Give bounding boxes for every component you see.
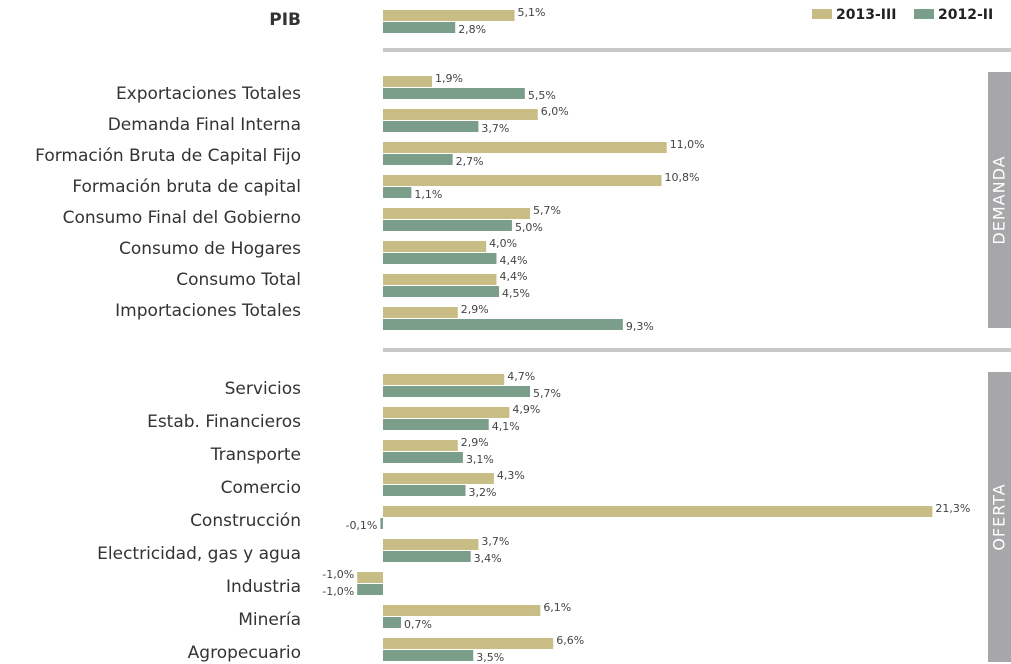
category-label: Formación bruta de capital	[72, 177, 301, 197]
legend-swatch	[914, 9, 934, 19]
category-label: Construcción	[190, 511, 301, 531]
value-label: 11,0%	[670, 138, 705, 151]
section-box	[988, 72, 1011, 328]
value-label: 4,4%	[499, 254, 527, 267]
bar	[382, 638, 554, 649]
bar	[382, 175, 662, 186]
bar	[382, 650, 474, 661]
bar	[382, 617, 402, 628]
value-label: -0,1%	[345, 519, 377, 532]
value-label: 6,1%	[543, 601, 571, 614]
category-label: Consumo Total	[176, 270, 301, 290]
value-label: 3,1%	[466, 453, 494, 466]
value-label: 5,1%	[518, 6, 546, 19]
bar	[382, 506, 933, 517]
legend-label: 2013-III	[836, 7, 896, 23]
category-label: Importaciones Totales	[115, 301, 301, 321]
bar	[382, 142, 667, 153]
category-label: Exportaciones Totales	[116, 84, 301, 104]
bar	[382, 419, 489, 430]
bar	[382, 539, 479, 550]
value-label: 3,4%	[474, 552, 502, 565]
value-label: 4,0%	[489, 237, 517, 250]
category-label: Transporte	[210, 445, 301, 465]
legend-label: 2012-II	[938, 7, 993, 23]
value-label: 9,3%	[626, 320, 654, 333]
section-label: DEMANDA	[990, 155, 1009, 244]
category-label: Industria	[226, 577, 301, 597]
value-label: 2,7%	[456, 155, 484, 168]
bar	[382, 253, 497, 264]
value-label: 5,0%	[515, 221, 543, 234]
category-label: Formación Bruta de Capital Fijo	[35, 146, 301, 166]
value-label: 10,8%	[665, 171, 700, 184]
bar	[382, 551, 471, 562]
bar	[382, 22, 456, 33]
value-label: 5,7%	[533, 204, 561, 217]
value-label: 3,7%	[481, 535, 509, 548]
category-label: Servicios	[225, 379, 301, 399]
category-label: Estab. Financieros	[147, 412, 301, 432]
value-label: 5,5%	[528, 89, 556, 102]
bar	[382, 274, 497, 285]
bar	[382, 319, 623, 330]
bar	[382, 605, 541, 616]
bar	[382, 485, 466, 496]
bar	[382, 187, 412, 198]
value-label: -1,0%	[322, 568, 354, 581]
category-label: Comercio	[221, 478, 301, 498]
bar	[382, 473, 494, 484]
value-label: 2,9%	[461, 436, 489, 449]
value-label: 4,9%	[512, 403, 540, 416]
category-label: Minería	[238, 610, 301, 630]
value-label: 4,1%	[492, 420, 520, 433]
value-label: 4,5%	[502, 287, 530, 300]
category-label: Consumo Final del Gobierno	[63, 208, 301, 228]
bar	[382, 121, 479, 132]
value-label: 3,2%	[469, 486, 497, 499]
bar	[382, 154, 453, 165]
bar	[382, 109, 538, 120]
value-label: 2,9%	[461, 303, 489, 316]
value-label: 3,7%	[481, 122, 509, 135]
bar	[382, 374, 505, 385]
category-label: Agropecuario	[188, 643, 301, 663]
value-label: 0,7%	[404, 618, 432, 631]
category-label: Demanda Final Interna	[108, 115, 301, 135]
value-label: -1,0%	[322, 585, 354, 598]
bar	[382, 452, 463, 463]
bar	[382, 307, 458, 318]
category-label: Electricidad, gas y agua	[97, 544, 301, 564]
bar	[382, 407, 510, 418]
value-label: 4,3%	[497, 469, 525, 482]
bar	[382, 286, 500, 297]
value-label: 1,9%	[435, 72, 463, 85]
bar	[382, 440, 458, 451]
bar	[380, 518, 383, 529]
value-label: 3,5%	[476, 651, 504, 664]
category-label: Consumo de Hogares	[119, 239, 301, 259]
section-label: OFERTA	[990, 483, 1009, 550]
value-label: 2,8%	[458, 23, 486, 36]
value-label: 4,4%	[499, 270, 527, 283]
bar	[357, 572, 383, 583]
bar	[357, 584, 383, 595]
bar	[382, 220, 512, 231]
bar	[382, 88, 525, 99]
section-box	[988, 372, 1011, 662]
value-label: 6,0%	[541, 105, 569, 118]
bar	[382, 76, 432, 87]
value-label: 4,7%	[507, 370, 535, 383]
value-label: 5,7%	[533, 387, 561, 400]
bar	[382, 386, 531, 397]
bar	[382, 10, 515, 21]
legend-swatch	[812, 9, 832, 19]
value-label: 21,3%	[935, 502, 970, 515]
category-label: PIB	[269, 10, 301, 30]
value-label: 1,1%	[414, 188, 442, 201]
bar	[382, 208, 531, 219]
bar	[382, 241, 487, 252]
value-label: 6,6%	[556, 634, 584, 647]
